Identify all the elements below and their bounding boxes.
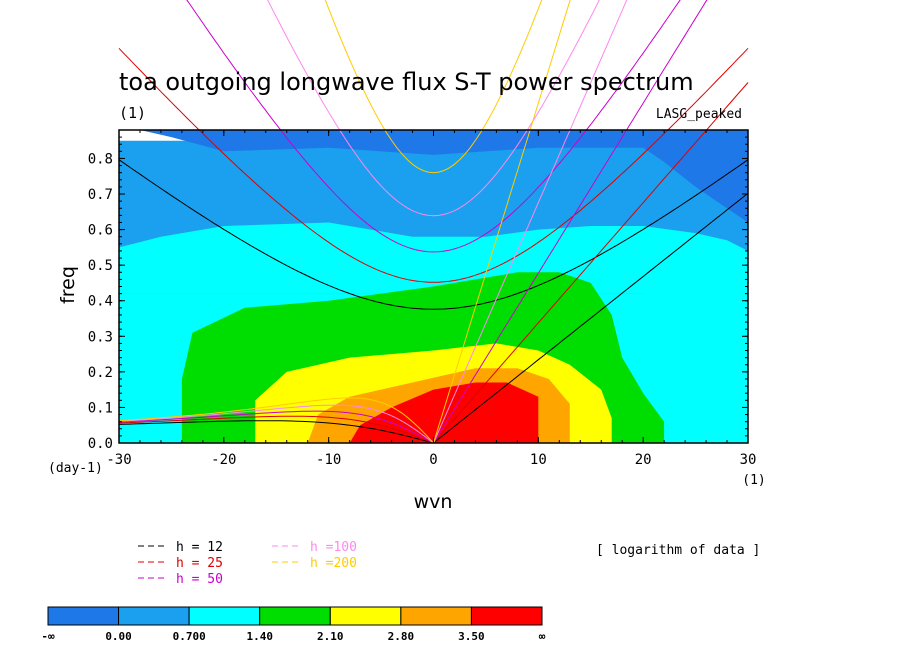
contour-fills — [119, 130, 748, 443]
x-tick-label: -30 — [106, 452, 131, 468]
x-tick-label: -20 — [211, 452, 236, 468]
kelvin-line — [433, 192, 749, 444]
colorbar: -∞ 0.00 0.700 1.40 2.10 2.80 3.50 ∞ — [41, 606, 546, 643]
x-tick-label: 10 — [530, 452, 547, 468]
y-axis-label: freq — [57, 266, 79, 304]
colorbar-label: 1.40 — [246, 630, 273, 643]
legend-label: h = 25 — [176, 556, 223, 571]
kelvin-line — [433, 0, 708, 444]
dispersion-curve — [118, 159, 749, 310]
rossby-curve — [118, 397, 434, 444]
rossby-curve — [118, 404, 434, 444]
dispersion-curve — [118, 47, 749, 283]
colorbar-label: ∞ — [539, 630, 546, 643]
colorbar-label: 0.700 — [173, 630, 206, 643]
contour-region — [119, 130, 748, 223]
y-tick-label: 0.7 — [88, 187, 113, 203]
x-unit-label: (1) — [742, 473, 765, 488]
dispersion-curve — [186, 0, 681, 253]
rossby-curve — [118, 420, 434, 444]
dispersion-curves — [118, 0, 749, 444]
colorbar-label: 2.80 — [388, 630, 415, 643]
y-tick-label: 0.3 — [88, 329, 113, 345]
y-tick-label: 0.6 — [88, 223, 113, 239]
colorbar-swatch — [47, 606, 120, 626]
y-tick-label: 0.4 — [88, 294, 113, 310]
colorbar-label: 3.50 — [458, 630, 485, 643]
y-tick-label: 0.0 — [88, 436, 113, 452]
x-tick-label: -10 — [316, 452, 341, 468]
y-tick-label: 0.1 — [88, 400, 113, 416]
legend-label: h =100 — [310, 540, 357, 555]
colorbar-swatch — [188, 606, 261, 626]
x-axis-label: wvn — [414, 491, 453, 513]
top-right-label: LASG_peaked — [656, 107, 742, 122]
colorbar-swatch — [400, 606, 472, 626]
dispersion-curve — [267, 0, 600, 217]
colorbar-swatch — [470, 606, 543, 626]
x-tick-label: 0 — [429, 452, 437, 468]
colorbar-label: 0.00 — [105, 630, 132, 643]
chart-title: toa outgoing longwave flux S-T power spe… — [119, 68, 694, 96]
kelvin-line — [433, 0, 571, 444]
legend-label: h =200 — [310, 556, 357, 571]
legend-label: h = 50 — [176, 572, 223, 587]
colorbar-swatch — [259, 606, 331, 626]
kelvin-line — [433, 82, 749, 444]
rossby-curve — [118, 410, 434, 444]
y-tick-label: 0.5 — [88, 258, 113, 274]
legend-label: h = 12 — [176, 540, 223, 555]
x-tick-label: 30 — [740, 452, 757, 468]
contour-region — [119, 222, 748, 404]
colorbar-label: -∞ — [41, 630, 55, 643]
colorbar-swatch — [118, 606, 190, 626]
axis-ticks: -30 -20 -10 0 10 20 30 0.0 0.1 0.2 0.3 0.4 0.5 0.6 0.7… — [88, 130, 757, 468]
rossby-curve — [118, 415, 434, 444]
y-unit-label: (day-1) — [48, 461, 103, 476]
y-tick-label: 0.2 — [88, 365, 113, 381]
chart-title-units: (1) — [119, 104, 146, 122]
data-note: [ logarithm of data ] — [596, 543, 760, 558]
y-tick-label: 0.8 — [88, 151, 113, 167]
colorbar-swatch — [329, 606, 402, 626]
x-tick-label: 20 — [635, 452, 652, 468]
dispersion-curve — [324, 0, 543, 174]
colorbar-label: 2.10 — [317, 630, 344, 643]
kelvin-line — [433, 0, 628, 444]
